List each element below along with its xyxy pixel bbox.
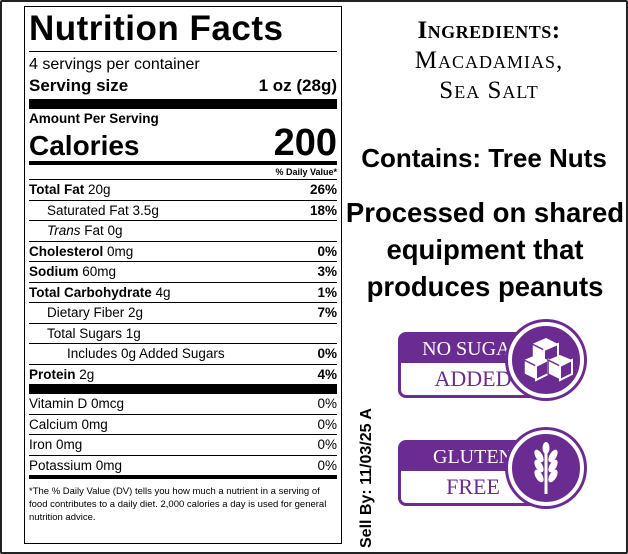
allergen-contains: Contains: Tree Nuts	[361, 143, 607, 173]
vitamin-dv: 0%	[317, 416, 337, 432]
serving-size-row: Serving size 1 oz (28g)	[29, 75, 337, 99]
ingredients-block: Ingredients: Macadamias, Sea Salt	[374, 16, 604, 106]
serving-size-label: Serving size	[29, 76, 129, 95]
sugar-cubes-icon	[508, 322, 584, 398]
no-sugar-badge-bottom: ADDED	[434, 366, 512, 391]
gluten-free-badge-bottom: FREE	[446, 474, 500, 499]
nutrient-name: Cholesterol	[29, 243, 104, 259]
calories-row: Calories 200	[29, 122, 337, 164]
nutrient-dv: 7%	[317, 305, 337, 320]
vitamin-dv: 0%	[317, 396, 337, 411]
vitamin-row-iron: Iron 0mg 0%	[29, 434, 337, 455]
vitamin-dv: 0%	[317, 457, 337, 473]
no-sugar-added-badge: NO SUGAR ADDED	[398, 322, 618, 406]
amount-per-serving: Amount Per Serving	[29, 111, 159, 126]
ingredients-heading: Ingredients:	[417, 17, 561, 44]
ingredients-line-2: Sea Salt	[439, 77, 539, 104]
nutrient-name: Includes 0g Added Sugars	[67, 346, 225, 361]
sell-by-date: Sell By: 11/03/25 A	[358, 408, 375, 548]
wheat-icon	[508, 430, 584, 506]
nutrient-amount: 2g	[75, 366, 95, 382]
nutrient-row-added-sugars: Includes 0g Added Sugars 0%	[29, 343, 337, 364]
nutrient-dv: 4%	[317, 366, 337, 382]
ingredients-line-1: Macadamias,	[414, 47, 564, 74]
processing-statement: Processed on shared equipment that produ…	[345, 197, 625, 302]
vitamin-row-potassium: Potassium 0mg 0%	[29, 454, 337, 476]
nutrient-row-saturated-fat: Saturated Fat 3.5g 18%	[29, 199, 337, 221]
serving-size-value: 1 oz (28g)	[258, 76, 337, 95]
nutrient-name: Total Fat	[29, 182, 85, 197]
daily-value-header: % Daily Value*	[275, 167, 337, 177]
nutrient-dv: 18%	[309, 202, 337, 218]
nutrition-facts-title: Nutrition Facts	[29, 9, 284, 48]
nutrient-row-total-fat: Total Fat 20g 26%	[29, 179, 337, 200]
vitamin-name: Calcium 0mg	[29, 416, 108, 432]
nutrient-dv: 0%	[317, 346, 337, 361]
vitamin-name: Vitamin D 0mcg	[29, 396, 125, 411]
nutrient-row-protein: Protein 2g 4%	[29, 363, 337, 385]
gluten-free-badge: GLUTEN FREE	[398, 430, 618, 514]
nutrient-name: Sodium	[29, 264, 79, 279]
vitamin-row-calcium: Calcium 0mg 0%	[29, 413, 337, 435]
nutrient-row-total-carbohydrate: Total Carbohydrate 4g 1%	[29, 281, 337, 303]
calories-label: Calories	[29, 130, 140, 161]
nutrient-name: Protein	[29, 366, 76, 382]
vitamin-name: Potassium 0mg	[29, 457, 123, 473]
nutrient-row-total-sugars: Total Sugars 1g	[29, 322, 337, 344]
servings-per-container: 4 servings per container	[29, 56, 200, 73]
nutrient-row-cholesterol: Cholesterol 0mg 0%	[29, 240, 337, 262]
nutrient-dv: 3%	[317, 264, 337, 279]
nutrient-name: Saturated Fat 3.5g	[47, 202, 159, 218]
nutrient-name: Total Carbohydrate	[29, 284, 152, 300]
vitamin-name: Iron 0mg	[29, 437, 83, 452]
nutrient-row-dietary-fiber: Dietary Fiber 2g 7%	[29, 302, 337, 323]
nutrient-name: Total Sugars 1g	[47, 325, 141, 341]
nutrient-dv: 26%	[309, 182, 337, 197]
nutrient-name: Dietary Fiber 2g	[47, 305, 144, 320]
vitamin-dv: 0%	[317, 437, 337, 452]
nutrient-amount: 20g	[84, 182, 111, 197]
calories-value: 200	[273, 122, 337, 164]
nutrient-amount: 60mg	[78, 264, 117, 279]
nutrient-name: Trans	[47, 223, 81, 238]
nutrient-row-sodium: Sodium 60mg 3%	[29, 261, 337, 282]
nutrient-dv: 0%	[317, 243, 337, 259]
nutrient-amount: Fat 0g	[80, 223, 123, 238]
vitamin-row-vitamin-d: Vitamin D 0mcg 0%	[29, 394, 337, 414]
nutrient-amount: 0mg	[103, 243, 134, 259]
nutrient-row-trans-fat: Trans Fat 0g	[29, 220, 337, 241]
nutrient-dv: 1%	[317, 284, 337, 300]
nutrient-amount: 4g	[151, 284, 171, 300]
nutrition-facts-panel: Nutrition Facts 4 servings per container…	[24, 6, 342, 544]
daily-value-footnote: *The % Daily Value (DV) tells you how mu…	[29, 486, 327, 523]
